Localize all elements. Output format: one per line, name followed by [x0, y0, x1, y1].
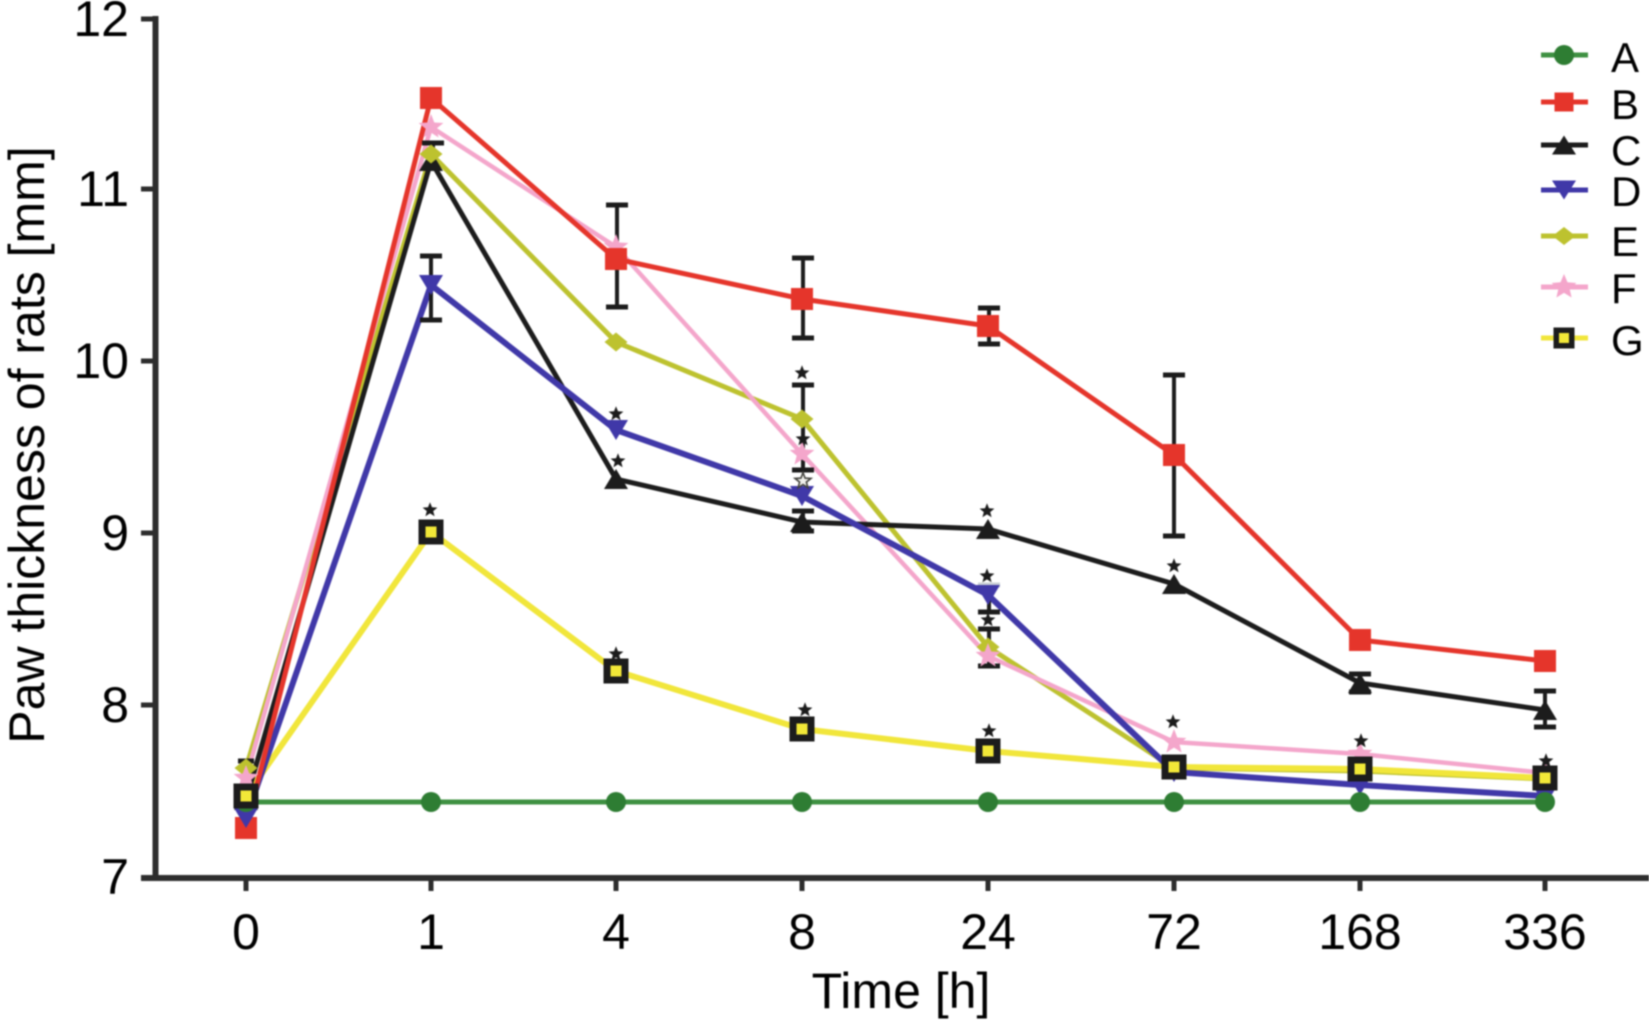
svg-text:8: 8 [788, 904, 816, 960]
svg-text:E: E [1611, 218, 1639, 265]
svg-text:Paw thickness of rats [mm]: Paw thickness of rats [mm] [0, 146, 55, 743]
svg-text:0: 0 [232, 904, 260, 960]
svg-text:8: 8 [101, 677, 129, 733]
svg-text:1: 1 [417, 904, 445, 960]
svg-text:168: 168 [1318, 904, 1401, 960]
svg-text:4: 4 [602, 904, 630, 960]
svg-text:12: 12 [73, 0, 129, 47]
svg-text:F: F [1611, 265, 1637, 312]
svg-text:Time [h]: Time [h] [812, 963, 991, 1019]
svg-text:7: 7 [101, 849, 129, 905]
svg-text:D: D [1611, 168, 1641, 215]
svg-text:72: 72 [1146, 904, 1202, 960]
svg-text:10: 10 [73, 333, 129, 389]
svg-text:11: 11 [77, 161, 129, 217]
svg-text:24: 24 [960, 904, 1016, 960]
svg-text:A: A [1611, 34, 1639, 81]
svg-text:C: C [1611, 127, 1641, 174]
svg-text:336: 336 [1503, 904, 1586, 960]
svg-text:B: B [1611, 81, 1639, 128]
svg-text:G: G [1611, 317, 1644, 364]
svg-text:9: 9 [101, 505, 129, 561]
